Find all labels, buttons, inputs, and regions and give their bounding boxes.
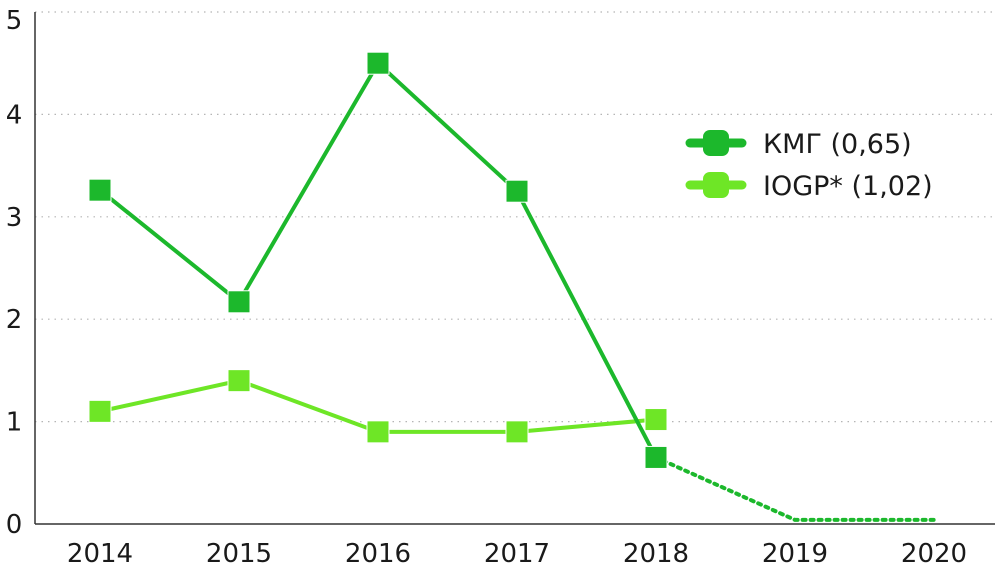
grid-lines	[35, 11, 995, 423]
data-point-marker	[227, 369, 251, 393]
x-tick-label: 2014	[67, 539, 133, 569]
legend-swatch-marker	[703, 172, 729, 198]
data-point-marker	[644, 408, 668, 432]
series-projection-line	[654, 455, 936, 522]
legend: КМГ (0,65) IOGP* (1,02)	[685, 129, 933, 202]
legend-swatch-marker	[703, 130, 729, 156]
x-tick-label: 2016	[345, 539, 411, 569]
series-1	[88, 369, 668, 444]
y-tick-label: 0	[6, 510, 23, 540]
data-point-marker	[505, 179, 529, 203]
x-tick-label: 2017	[484, 539, 550, 569]
data-point-marker	[505, 420, 529, 444]
data-point-marker	[366, 420, 390, 444]
series-line	[98, 61, 658, 459]
y-tick-label: 2	[6, 305, 23, 335]
x-tick-label: 2019	[762, 539, 828, 569]
data-point-marker	[644, 445, 668, 469]
axes	[34, 12, 995, 525]
x-tick-label: 2018	[623, 539, 689, 569]
legend-label: КМГ (0,65)	[763, 129, 912, 160]
data-point-marker	[88, 399, 112, 423]
series-layer	[88, 51, 936, 522]
series-0	[88, 51, 936, 522]
y-tick-label: 4	[6, 100, 23, 130]
x-tick-label: 2015	[206, 539, 272, 569]
data-point-marker	[227, 290, 251, 314]
y-tick-label: 3	[6, 203, 23, 233]
data-point-marker	[366, 51, 390, 75]
y-tick-label: 5	[6, 6, 23, 36]
x-tick-labels: 2014 2015 2016 2017 2018 2019 2020	[67, 539, 967, 569]
x-tick-label: 2020	[901, 539, 967, 569]
data-point-marker	[88, 178, 112, 202]
y-tick-labels: 0 1 2 3 4 5	[6, 6, 23, 540]
y-tick-label: 1	[6, 408, 23, 438]
legend-label: IOGP* (1,02)	[763, 171, 933, 202]
